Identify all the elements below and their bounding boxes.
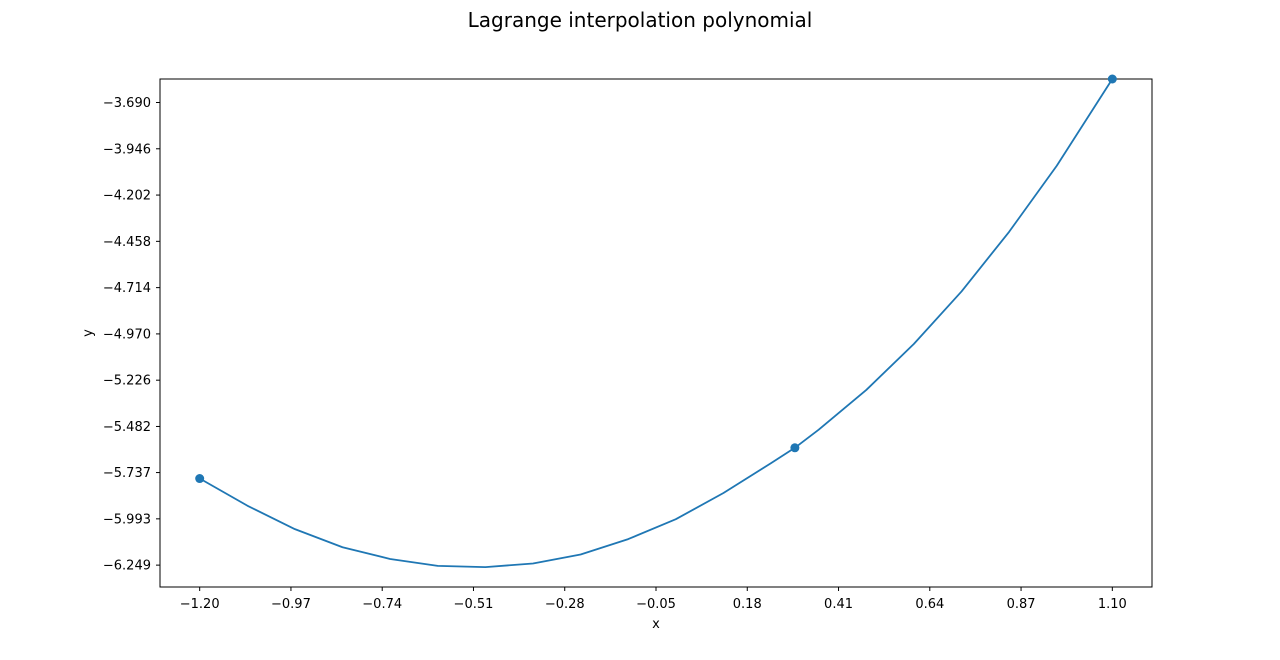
y-tick-label: −6.249 [103, 559, 151, 574]
y-tick-label: −3.690 [103, 96, 151, 111]
y-axis-ticks: −3.690 −3.946 −4.202 −4.458 −4.714 −4.970 −5.2… [103, 96, 160, 574]
y-tick-label: −3.946 [103, 142, 151, 157]
x-tick-label: 0.18 [733, 597, 762, 612]
y-tick-label: −4.714 [103, 281, 151, 296]
y-tick-label: −4.970 [103, 327, 151, 342]
y-tick-label: −4.458 [103, 235, 151, 250]
x-tick-label: 0.87 [1007, 597, 1036, 612]
x-tick-label: 0.64 [915, 597, 944, 612]
x-tick-label: −0.28 [545, 597, 585, 612]
y-tick-label: −4.202 [103, 189, 151, 204]
x-tick-label: −0.05 [636, 597, 676, 612]
chart-title: Lagrange interpolation polynomial [467, 8, 813, 32]
y-tick-label: −5.226 [103, 374, 151, 389]
x-axis-ticks: −1.20 −0.97 −0.74 −0.51 −0.28 −0.05 0.18 0.41 0.… [180, 587, 1127, 612]
x-tick-label: 0.41 [824, 597, 853, 612]
data-point-marker [195, 474, 205, 484]
plot-area [159, 74, 1153, 588]
x-tick-label: −0.97 [271, 597, 311, 612]
data-point-marker [790, 443, 800, 453]
y-axis-label: y [81, 329, 96, 337]
plot-frame [159, 78, 1153, 588]
y-tick-label: −5.993 [103, 512, 151, 527]
y-tick-label: −5.482 [103, 420, 151, 435]
series-line [199, 78, 1114, 569]
x-tick-label: −0.51 [454, 597, 494, 612]
x-tick-label: −1.20 [180, 597, 220, 612]
x-tick-label: 1.10 [1098, 597, 1127, 612]
data-point-marker [1107, 74, 1117, 84]
x-axis-label: x [652, 617, 660, 632]
y-tick-label: −5.737 [103, 466, 151, 481]
x-tick-label: −0.74 [362, 597, 402, 612]
